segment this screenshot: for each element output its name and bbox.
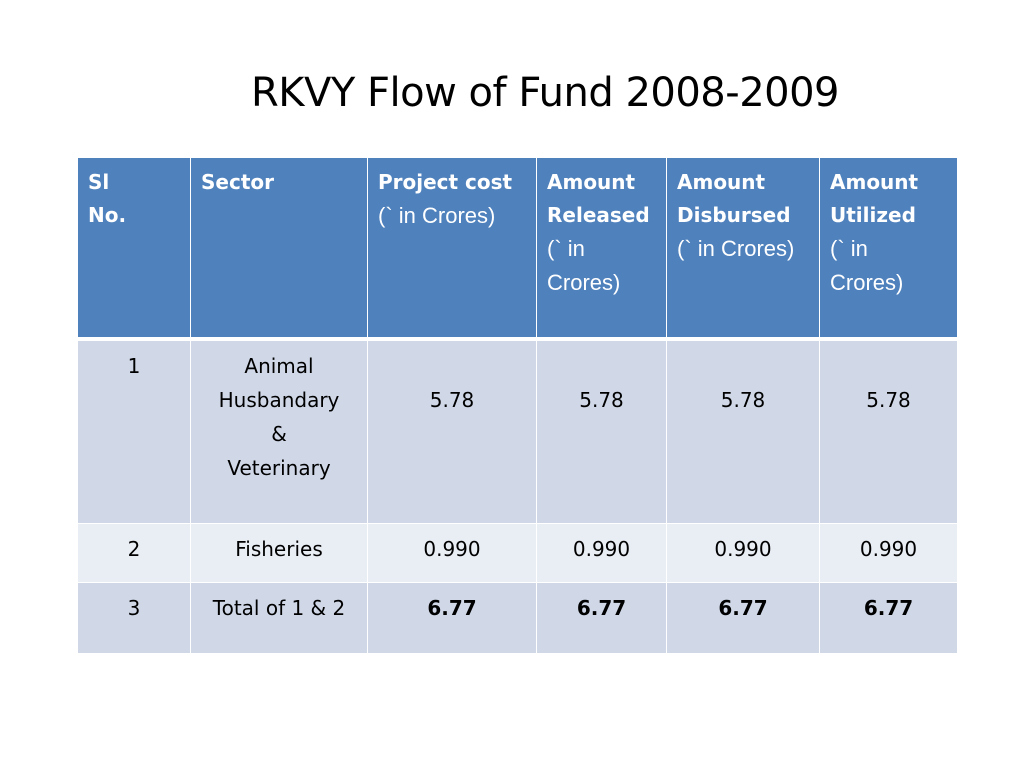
cell-project-cost: 5.78: [367, 338, 537, 524]
header-sl-no: Sl No.: [77, 157, 191, 341]
cell-amount-utilized: 5.78: [819, 338, 958, 524]
header-label: Sector: [201, 170, 274, 194]
table-row: 1 Animal Husbandary & Veterinary 5.78 5.…: [77, 338, 958, 524]
cell-amount-released: 0.990: [536, 523, 667, 583]
header-project-cost: Project cost (` in Crores): [367, 157, 537, 341]
sector-line: Husbandary: [218, 388, 340, 412]
header-unit: (` in Crores): [677, 236, 795, 261]
cell-amount-disbursed: 6.77: [666, 582, 820, 654]
cell-amount-disbursed: 5.78: [666, 338, 820, 524]
table-header-row: Sl No. Sector Project cost (` in Crores)…: [77, 157, 958, 341]
header-label: Disbursed: [677, 203, 791, 227]
cell-sector: Total of 1 & 2: [190, 582, 368, 654]
header-sector: Sector: [190, 157, 368, 341]
sector-line: Animal: [244, 354, 314, 378]
sector-line: &: [271, 422, 287, 446]
header-amount-utilized: Amount Utilized (` in Crores): [819, 157, 958, 341]
header-label: Utilized: [830, 203, 916, 227]
cell-amount-utilized: 6.77: [819, 582, 958, 654]
cell-project-cost: 6.77: [367, 582, 537, 654]
cell-amount-released: 5.78: [536, 338, 667, 524]
cell-sector: Animal Husbandary & Veterinary: [190, 338, 368, 524]
cell-sl-no: 2: [77, 523, 191, 583]
fund-flow-table: Sl No. Sector Project cost (` in Crores)…: [77, 157, 958, 654]
header-unit: (` in Crores): [830, 236, 904, 295]
cell-amount-released: 6.77: [536, 582, 667, 654]
slide-title: RKVY Flow of Fund 2008-2009: [251, 70, 839, 116]
header-label: Sl: [88, 170, 110, 194]
cell-amount-disbursed: 0.990: [666, 523, 820, 583]
cell-sl-no: 3: [77, 582, 191, 654]
header-amount-released: Amount Released (` in Crores): [536, 157, 667, 341]
cell-sector: Fisheries: [190, 523, 368, 583]
sector-line: Veterinary: [227, 456, 331, 480]
header-label: Amount: [677, 170, 766, 194]
cell-sl-no: 1: [77, 338, 191, 524]
header-unit: (` in Crores): [378, 203, 496, 228]
cell-project-cost: 0.990: [367, 523, 537, 583]
header-label: Project cost: [378, 170, 513, 194]
header-unit: (` in Crores): [547, 236, 621, 295]
header-label: Amount: [547, 170, 636, 194]
table-row: 3 Total of 1 & 2 6.77 6.77 6.77 6.77: [77, 582, 958, 654]
header-amount-disbursed: Amount Disbursed (` in Crores): [666, 157, 820, 341]
header-label: Released: [547, 203, 650, 227]
header-label: No.: [88, 203, 127, 227]
table-row: 2 Fisheries 0.990 0.990 0.990 0.990: [77, 523, 958, 583]
header-label: Amount: [830, 170, 919, 194]
cell-amount-utilized: 0.990: [819, 523, 958, 583]
